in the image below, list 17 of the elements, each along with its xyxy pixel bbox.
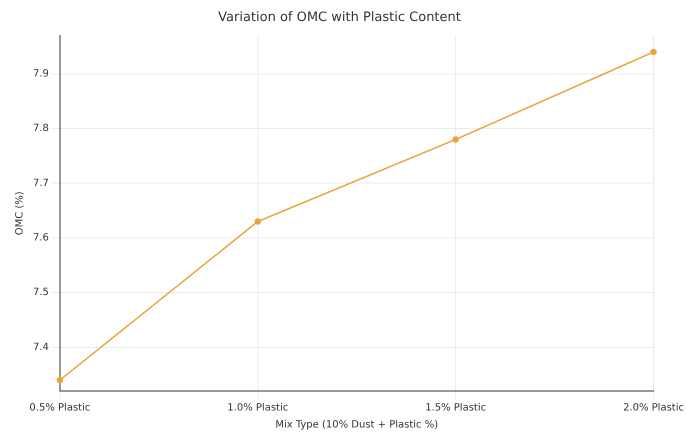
y-tick-label: 7.9 bbox=[32, 68, 49, 80]
x-tick-label: 2.0% Plastic bbox=[623, 402, 684, 414]
x-tick-label: 1.0% Plastic bbox=[227, 402, 288, 414]
x-tick-label: 1.5% Plastic bbox=[425, 402, 486, 414]
y-axis-title: OMC (%) bbox=[14, 191, 26, 236]
y-tick-label: 7.8 bbox=[32, 123, 49, 134]
y-tick-label: 7.5 bbox=[32, 287, 49, 298]
x-tick-label: 0.5% Plastic bbox=[29, 402, 90, 414]
y-tick-label: 7.6 bbox=[32, 232, 49, 244]
point bbox=[254, 218, 262, 225]
chart-title: Variation of OMC with Plastic Content bbox=[218, 10, 461, 26]
point bbox=[56, 376, 64, 384]
y-tick-label: 7.7 bbox=[32, 178, 49, 189]
point bbox=[452, 136, 459, 143]
y-tick-label: 7.4 bbox=[32, 342, 49, 353]
point bbox=[650, 48, 657, 56]
x-axis-title: Mix Type (10% Dust + Plastic %) bbox=[275, 420, 438, 431]
